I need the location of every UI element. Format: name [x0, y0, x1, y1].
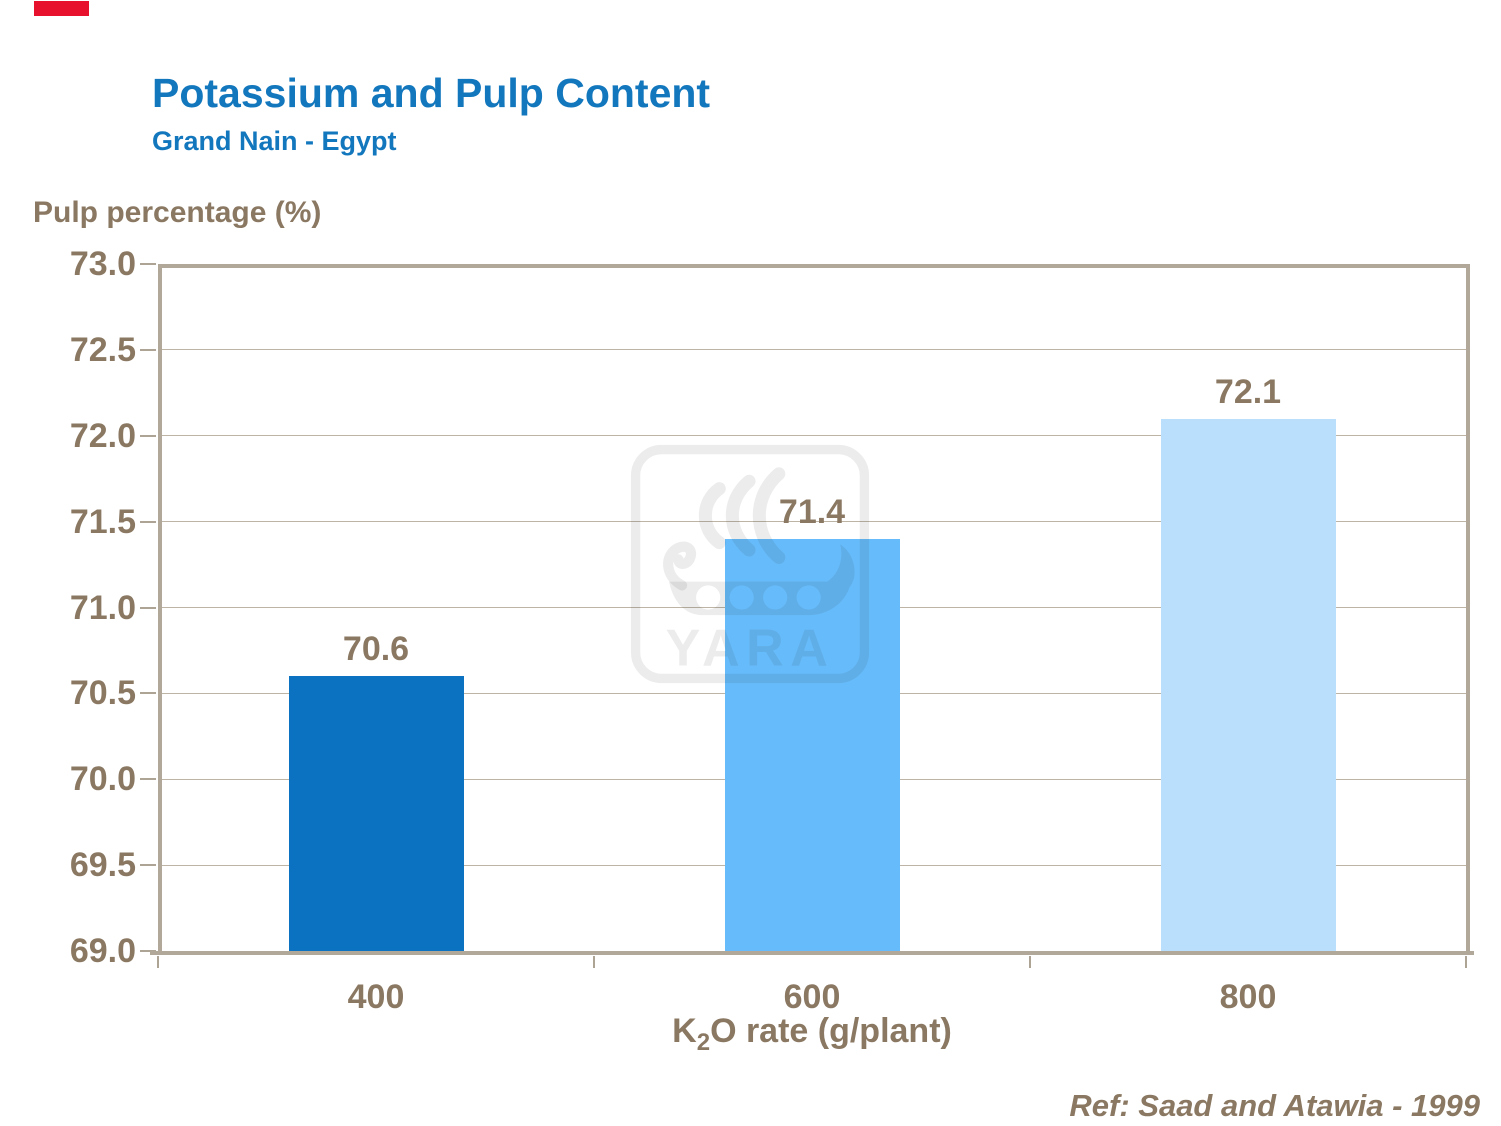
red-accent-mark — [34, 1, 89, 16]
y-tick-mark — [140, 263, 156, 265]
y-tick-mark — [140, 348, 156, 351]
plot-border-top — [158, 264, 1470, 268]
y-axis-title: Pulp percentage (%) — [33, 196, 322, 229]
y-tick-label: 72.0 — [69, 416, 136, 455]
y-tick-mark — [140, 434, 156, 437]
y-tick-label: 70.5 — [69, 674, 136, 713]
y-tick-label: 73.0 — [69, 245, 136, 283]
plot-border-right — [1466, 264, 1470, 951]
chart-subtitle: Grand Nain - Egypt — [152, 126, 397, 156]
x-tick-mark — [1465, 956, 1467, 968]
x-tick-label-800: 800 — [1219, 978, 1277, 1016]
y-tick-label: 72.5 — [69, 330, 136, 369]
x-axis-line — [150, 951, 1474, 955]
gridline — [158, 435, 1466, 437]
reference-citation: Ref: Saad and Atawia - 1999 — [1069, 1088, 1480, 1123]
y-tick-label: 70.0 — [69, 760, 136, 799]
x-tick-mark — [593, 956, 595, 968]
bar-value-label: 72.1 — [1214, 372, 1282, 411]
x-tick-mark — [1029, 956, 1031, 968]
x-axis-title: K2O rate (g/plant) — [512, 1012, 1112, 1057]
x-axis-title-pre: K — [672, 1012, 697, 1050]
x-tick-label-400: 400 — [347, 978, 405, 1016]
x-axis-title-sub: 2 — [696, 1028, 711, 1056]
gridline — [158, 349, 1466, 351]
x-tick-mark — [157, 956, 159, 968]
bar-400 — [288, 676, 464, 951]
x-axis-title-post: O rate (g/plant) — [710, 1012, 952, 1050]
y-tick-mark — [140, 692, 156, 695]
bar-value-label: 70.6 — [342, 630, 410, 669]
y-tick-label: 71.5 — [69, 502, 136, 541]
y-tick-mark — [140, 520, 156, 523]
y-tick-mark — [140, 606, 156, 609]
plot-border-left — [158, 264, 162, 951]
chart-title: Potassium and Pulp Content — [152, 70, 711, 116]
y-tick-label: 69.5 — [69, 846, 136, 885]
gridline — [158, 521, 1466, 523]
y-tick-mark — [140, 950, 156, 952]
y-tick-label: 71.0 — [69, 588, 136, 627]
y-tick-mark — [140, 778, 156, 781]
y-tick-mark — [140, 864, 156, 867]
x-tick-label-600: 600 — [783, 978, 841, 1016]
y-tick-label: 69.0 — [69, 932, 136, 970]
bar-value-label: 71.4 — [778, 492, 846, 531]
bar-800 — [1160, 418, 1336, 951]
bar-600 — [724, 538, 900, 951]
